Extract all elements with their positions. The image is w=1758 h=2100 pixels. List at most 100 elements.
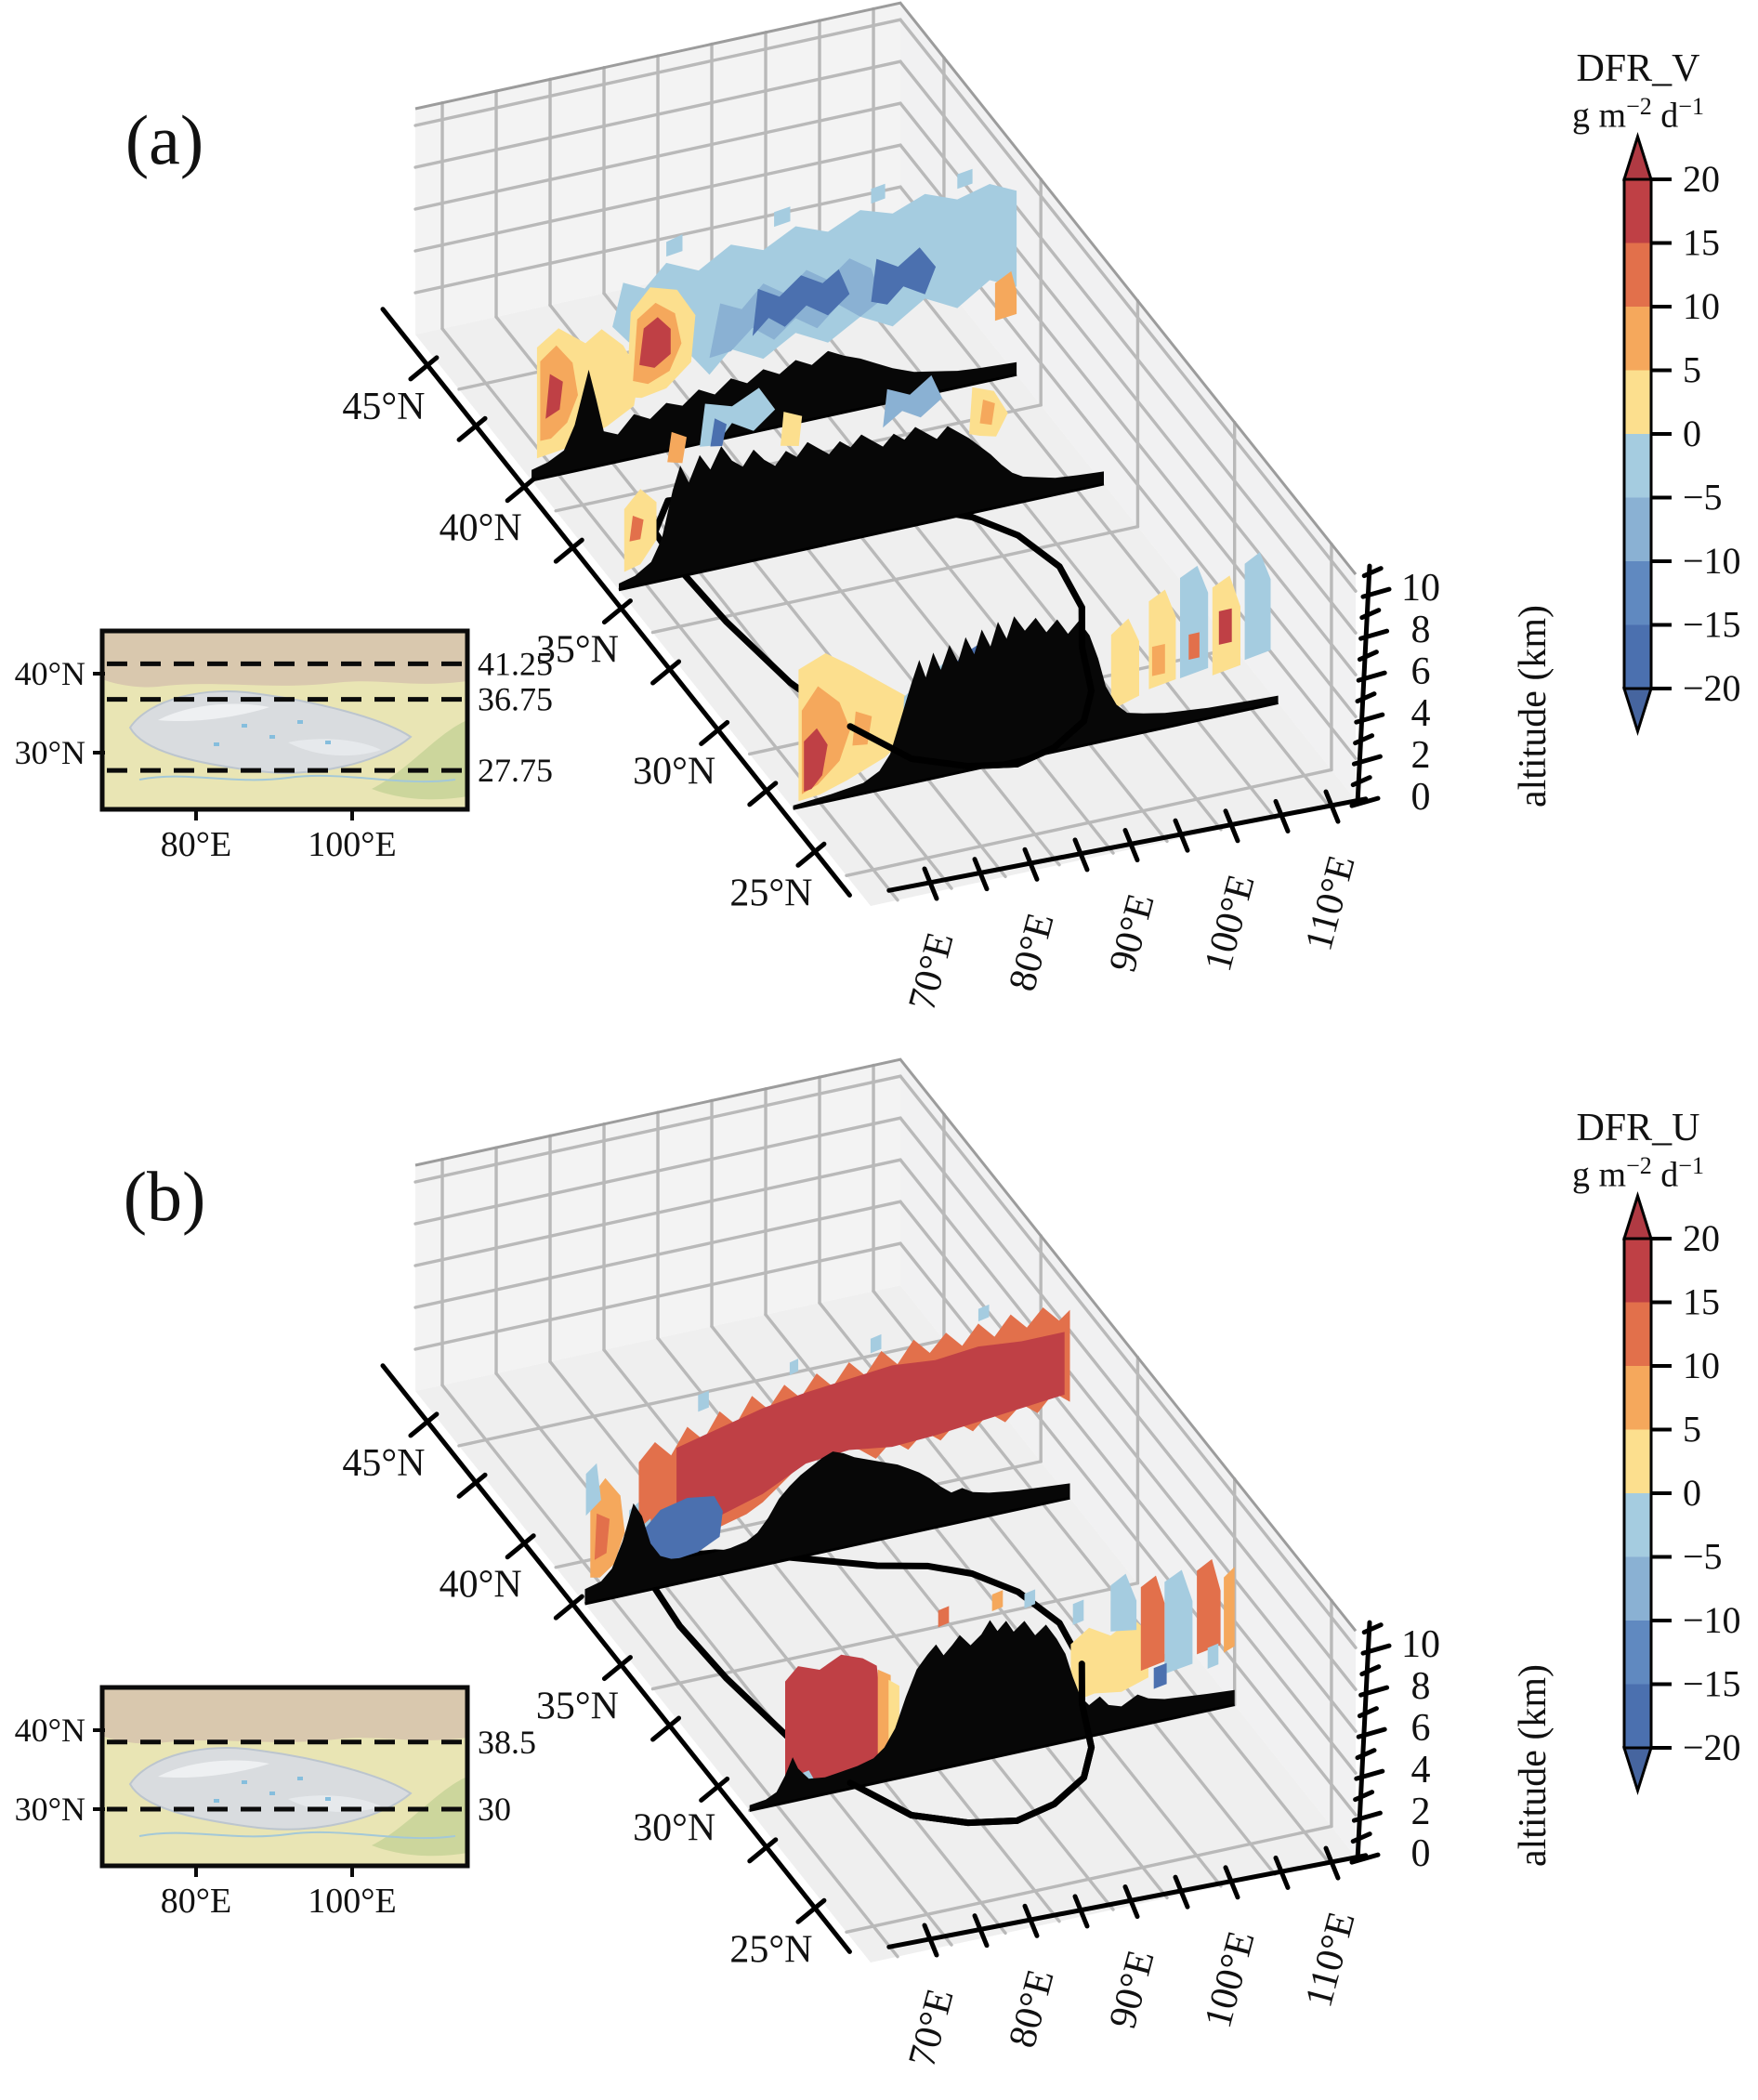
inset-lon-label: 100°E	[308, 1882, 396, 1921]
inset-lat-label: 30°N	[15, 1791, 85, 1828]
flux-region	[1197, 1558, 1221, 1655]
flux-region	[639, 317, 671, 368]
colorbar-tick-label: 10	[1683, 1345, 1720, 1386]
alt-tick-label: 4	[1411, 1749, 1431, 1792]
altitude-axis-label-a: altitude (km)	[1512, 604, 1555, 808]
altitude-axis-label-b: altitude (km)	[1512, 1663, 1555, 1868]
flux-region	[1110, 618, 1139, 711]
lon-tick-label: 70°E	[900, 1985, 962, 2071]
flux-region	[979, 400, 995, 426]
inset-section-label: 41.25	[478, 645, 553, 682]
lat-tick-label: 35°N	[536, 1686, 619, 1728]
flux-region	[991, 1590, 1004, 1611]
alt-tick-label: 8	[1411, 1665, 1431, 1708]
colorbar-tick-label: −5	[1683, 477, 1723, 518]
panel-b: 45°N 40°N 35°N 30°N 25°N 70°E 80°E 90°E 100°E 110…	[15, 1057, 1741, 2071]
lon-tick-label: 90°E	[1101, 889, 1162, 976]
flux-region	[789, 1358, 799, 1375]
colorbar-tick-label: −15	[1683, 1663, 1741, 1705]
colorbar-tick-label: −5	[1683, 1536, 1723, 1578]
flux-region	[804, 728, 828, 792]
units-text: g m	[1572, 1155, 1627, 1195]
flux-region	[545, 374, 563, 419]
flux-region	[667, 431, 687, 464]
colorbar-b-units: g m−2 d−1	[1517, 1152, 1758, 1196]
flux-region	[594, 1513, 610, 1560]
colorbar-a-title: DFR_V	[1576, 47, 1700, 90]
inset-section-label: 38.5	[478, 1724, 536, 1761]
flux-region	[871, 247, 937, 305]
flux-region	[1224, 1567, 1235, 1653]
flux-region	[1218, 608, 1232, 645]
flux-region	[870, 1333, 882, 1354]
lat-tick-label: 30°N	[633, 1806, 715, 1849]
plateau-outline-front	[846, 1660, 1095, 1827]
flux-region	[871, 183, 886, 204]
alt-tick-label: 10	[1401, 1623, 1440, 1666]
units-sup: −2	[1626, 1152, 1652, 1179]
inset-section-label: 27.75	[478, 752, 553, 789]
alt-tick-label: 8	[1411, 609, 1431, 651]
colorbar-tick-label: 10	[1683, 285, 1720, 327]
flux-region	[1153, 1662, 1167, 1689]
panel-b-letter: (b)	[123, 1158, 206, 1237]
lon-tick-label: 80°E	[1001, 909, 1062, 995]
flux-region	[785, 1654, 880, 1791]
panel-a-letter: (a)	[125, 101, 204, 180]
inset-lon-label: 100°E	[308, 825, 396, 864]
lat-tick-label: 30°N	[633, 750, 715, 793]
flux-region	[938, 1606, 950, 1628]
inset-lon-label: 80°E	[161, 825, 231, 864]
colorbar-tick-label: −15	[1683, 604, 1741, 646]
flux-region	[877, 1669, 891, 1758]
flux-region	[883, 374, 942, 428]
colorbar-b-title: DFR_U	[1576, 1107, 1700, 1149]
lon-tick-label: 90°E	[1101, 1946, 1162, 2032]
flux-region	[1140, 1575, 1165, 1672]
colorbar-b: 20 15 10 5 0 −5 −10 −15 −20	[1621, 1191, 1741, 1795]
flux-region	[676, 1332, 1065, 1525]
flux-region	[977, 1304, 990, 1322]
lat-tick-label: 40°N	[440, 1564, 522, 1607]
inset-section-label: 30	[478, 1791, 511, 1828]
alt-tick-label: 6	[1411, 1707, 1431, 1750]
units-text: d	[1651, 96, 1679, 136]
lat-tick-label: 25°N	[729, 1928, 812, 1971]
curtain-36.75	[618, 374, 1105, 592]
flux-region	[1207, 1643, 1219, 1669]
flux-region	[957, 168, 973, 190]
colorbar-tick-label: 15	[1683, 222, 1720, 264]
colorbar-tick-label: 5	[1683, 1409, 1701, 1450]
units-text: d	[1651, 1155, 1679, 1195]
colorbar-tick-label: 5	[1683, 349, 1701, 391]
alt-tick-label: 4	[1411, 692, 1431, 735]
lon-tick-label: 100°E	[1197, 870, 1264, 976]
colorbar-tick-label: 20	[1683, 1217, 1720, 1259]
lon-tick-label: 100°E	[1197, 1926, 1264, 2032]
lon-tick-label: 80°E	[1001, 1965, 1062, 2052]
alt-tick-label: 2	[1411, 1791, 1431, 1833]
flux-region	[710, 418, 727, 447]
flux-region	[1244, 552, 1271, 661]
inset-map-b: 38.5 30 40°N 30°N 80°E 100°E	[15, 1685, 536, 1921]
terrain-silhouette	[531, 350, 1017, 480]
units-sup: −1	[1678, 1152, 1704, 1179]
curtain-38.5	[584, 1304, 1070, 1606]
plateau-outline-front	[846, 604, 1095, 770]
colorbar-tick-label: −10	[1683, 1599, 1741, 1641]
flux-region	[994, 270, 1017, 322]
flux-region	[1188, 632, 1200, 660]
colorbar-tick-label: −20	[1683, 667, 1741, 709]
flux-region	[1072, 1599, 1084, 1625]
lon-tick-label: 110°E	[1297, 851, 1363, 955]
flux-region	[629, 516, 644, 542]
flux-region	[1024, 1589, 1036, 1608]
alt-tick-label: 10	[1401, 567, 1440, 610]
colorbar-tick-label: 0	[1683, 1472, 1701, 1514]
colorbar-a-units: g m−2 d−1	[1517, 93, 1758, 137]
lat-tick-label: 40°N	[440, 507, 522, 550]
lat-tick-label: 25°N	[729, 872, 812, 914]
